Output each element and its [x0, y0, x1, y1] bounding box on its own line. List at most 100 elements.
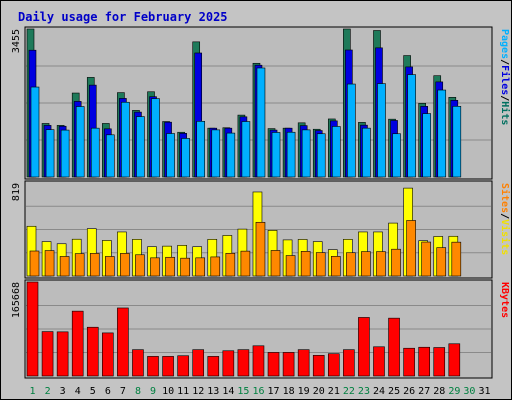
bar-pages-day-12	[196, 121, 206, 178]
day-label-20: 20	[313, 386, 325, 397]
bar-pages-day-6	[106, 134, 115, 178]
day-label-1: 1	[30, 386, 36, 397]
bar-kbytes-day-4	[71, 310, 84, 377]
day-label-14: 14	[222, 386, 234, 397]
bar-sites-day-18	[285, 255, 296, 277]
day-label-18: 18	[283, 386, 295, 397]
bar-pages-day-23	[362, 127, 371, 178]
bar-sites-day-10	[165, 256, 175, 277]
bar-kbytes-day-1	[26, 281, 39, 377]
day-label-23: 23	[358, 386, 370, 397]
day-label-29: 29	[448, 386, 460, 397]
day-label-24: 24	[373, 386, 385, 397]
day-label-22: 22	[343, 386, 355, 397]
day-label-31: 31	[478, 386, 490, 397]
day-label-27: 27	[418, 386, 430, 397]
bar-sites-day-29	[451, 241, 462, 277]
y-max-label: 3455	[11, 29, 22, 53]
bar-kbytes-day-17	[267, 352, 280, 377]
bar-pages-day-27	[422, 113, 431, 178]
bar-sites-day-24	[376, 251, 386, 277]
bar-pages-day-3	[60, 129, 70, 178]
bar-sites-day-13	[210, 256, 221, 277]
day-label-28: 28	[433, 386, 445, 397]
bar-sites-day-11	[180, 257, 190, 277]
legend-entry: Visits	[499, 219, 511, 255]
bar-sites-day-16	[255, 221, 266, 277]
bar-pages-day-26	[407, 74, 416, 178]
bar-pages-day-19	[301, 129, 311, 178]
bar-kbytes-day-16	[252, 345, 265, 377]
bar-pages-day-21	[331, 126, 341, 178]
bar-pages-day-29	[452, 106, 462, 178]
bar-sites-day-3	[59, 256, 70, 277]
bar-pages-day-13	[211, 129, 221, 178]
bar-sites-day-23	[361, 251, 371, 277]
bar-pages-day-11	[181, 138, 190, 178]
bar-pages-day-28	[437, 89, 447, 178]
bar-sites-day-12	[195, 257, 206, 277]
bar-sites-day-2	[44, 250, 55, 277]
chart-title: Daily usage for February 2025	[18, 10, 228, 24]
panel-legend: Pages/Files/Hits	[499, 29, 511, 125]
panel-legend: KBytes	[499, 282, 510, 318]
panel-hits-files-pages: 3455 Pages/Files/Hits	[11, 26, 511, 180]
bar-kbytes-day-23	[358, 317, 370, 377]
y-max-label: 819	[11, 183, 22, 201]
bar-kbytes-day-18	[282, 352, 295, 377]
day-label-2: 2	[45, 386, 51, 397]
day-label-13: 13	[207, 386, 219, 397]
bar-pages-day-2	[45, 129, 55, 178]
day-label-7: 7	[120, 386, 126, 397]
legend-entry: /	[499, 95, 510, 101]
panel-kbytes: 165668 KBytes	[11, 279, 510, 379]
day-label-25: 25	[388, 386, 400, 397]
bar-sites-day-5	[89, 253, 100, 277]
day-label-6: 6	[105, 386, 111, 397]
bar-sites-day-20	[315, 252, 326, 277]
bar-kbytes-day-11	[177, 355, 189, 377]
bar-sites-day-27	[421, 241, 431, 277]
day-label-3: 3	[60, 386, 66, 397]
bar-pages-day-17	[271, 132, 281, 178]
bar-sites-day-28	[436, 247, 447, 277]
day-label-8: 8	[135, 386, 141, 397]
bar-sites-day-21	[330, 256, 341, 277]
bar-kbytes-day-25	[388, 317, 400, 377]
bar-kbytes-day-8	[132, 349, 144, 377]
panel-legend: Sites/Visits	[499, 183, 511, 255]
bar-kbytes-day-6	[102, 332, 114, 377]
bar-sites-day-22	[346, 252, 356, 277]
day-label-4: 4	[75, 386, 81, 397]
bar-pages-day-25	[392, 133, 401, 178]
bar-kbytes-day-29	[448, 343, 461, 377]
bar-pages-day-18	[286, 131, 296, 178]
bar-kbytes-day-13	[207, 356, 220, 377]
bar-sites-day-7	[120, 253, 130, 277]
day-label-30: 30	[463, 386, 475, 397]
x-axis-day-labels: 1 2 3 4 5 6 7 8 9 10 11 12 13 14 15 16 17 18 19 20 21 22 23 24 2…	[30, 386, 491, 397]
bar-pages-day-10	[166, 133, 175, 178]
day-label-11: 11	[177, 386, 189, 397]
bar-kbytes-day-12	[192, 349, 205, 377]
legend-entry: Pages	[499, 29, 510, 59]
day-label-21: 21	[328, 386, 340, 397]
bar-kbytes-day-20	[312, 355, 325, 377]
bar-sites-day-8	[135, 254, 145, 277]
bar-pages-day-24	[377, 83, 386, 178]
bar-pages-day-20	[316, 133, 326, 178]
day-label-9: 9	[150, 386, 156, 397]
day-label-26: 26	[403, 386, 415, 397]
day-label-16: 16	[252, 386, 264, 397]
panel-visits-sites: 819 Sites/Visits	[11, 180, 511, 279]
bar-kbytes-day-15	[237, 349, 250, 377]
bar-sites-day-4	[74, 253, 85, 277]
day-label-12: 12	[192, 386, 204, 397]
bar-pages-day-14	[226, 132, 236, 178]
bar-kbytes-day-5	[86, 326, 99, 377]
legend-entry: Files	[499, 65, 511, 95]
bar-sites-day-25	[391, 248, 401, 277]
